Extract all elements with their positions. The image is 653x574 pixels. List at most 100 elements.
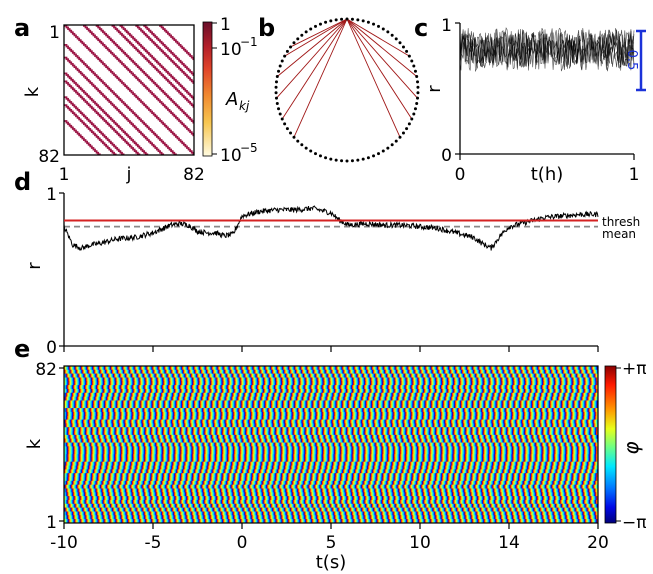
matrix-cell	[75, 36, 77, 38]
matrix-cell	[181, 46, 183, 48]
matrix-cell	[116, 109, 118, 111]
matrix-cell	[129, 122, 131, 124]
matrix-cell	[67, 46, 69, 48]
matrix-cell	[96, 87, 98, 89]
network-node	[292, 41, 295, 44]
matrix-cell	[112, 142, 114, 144]
matrix-cell	[80, 120, 82, 122]
matrix-cell	[162, 76, 164, 78]
matrix-cell	[124, 84, 126, 86]
matrix-cell	[158, 136, 160, 138]
matrix-cell	[132, 125, 134, 127]
matrix-cell	[86, 93, 88, 95]
matrix-cell	[183, 144, 185, 146]
matrix-cell	[74, 112, 76, 114]
matrix-cell	[162, 28, 164, 30]
network-node	[277, 107, 280, 110]
matrix-cell	[148, 77, 150, 79]
matrix-cell	[127, 33, 129, 35]
matrix-cell	[173, 87, 175, 89]
matrix-cell	[158, 85, 160, 87]
matrix-cell	[184, 112, 186, 114]
matrix-cell	[169, 74, 171, 76]
matrix-cell	[164, 125, 166, 127]
matrix-cell	[97, 90, 99, 92]
matrix-cell	[83, 100, 85, 102]
matrix-cell	[129, 88, 131, 90]
matrix-cell	[100, 107, 102, 109]
matrix-cell	[135, 128, 137, 130]
matrix-cell	[153, 145, 155, 147]
matrix-cell	[167, 79, 169, 81]
matrix-cell	[146, 60, 148, 62]
matrix-cell	[169, 57, 171, 59]
matrix-cell	[143, 71, 145, 73]
matrix-cell	[69, 61, 71, 63]
matrix-cell	[112, 54, 114, 56]
matrix-cell	[123, 115, 125, 117]
matrix-cell	[184, 50, 186, 52]
matrix-cell	[158, 71, 160, 73]
matrix-cell	[137, 42, 139, 44]
matrix-cell	[115, 147, 117, 149]
matrix-cell	[150, 30, 152, 32]
matrix-cell	[80, 71, 82, 73]
matrix-cell	[81, 90, 83, 92]
matrix-cell	[96, 152, 98, 154]
matrix-cell	[113, 27, 115, 29]
matrix-cell	[91, 106, 93, 108]
matrix-cell	[97, 58, 99, 60]
matrix-cell	[100, 93, 102, 95]
matrix-cell	[159, 87, 161, 89]
matrix-cell	[167, 49, 169, 51]
matrix-cell	[180, 85, 182, 87]
matrix-cell	[72, 52, 74, 54]
matrix-cell	[112, 71, 114, 73]
matrix-cell	[169, 73, 171, 75]
matrix-cell	[93, 100, 95, 102]
matrix-cell	[131, 71, 133, 73]
matrix-cell	[178, 44, 180, 46]
matrix-cell	[113, 122, 115, 124]
matrix-cell	[162, 68, 164, 70]
matrix-cell	[132, 123, 134, 125]
matrix-cell	[78, 87, 80, 89]
matrix-cell	[142, 133, 144, 135]
network-node	[410, 118, 413, 121]
matrix-cell	[100, 30, 102, 32]
matrix-cell	[156, 115, 158, 117]
matrix-cell	[170, 36, 172, 38]
matrix-cell	[118, 60, 120, 62]
network-edge	[347, 19, 409, 56]
network-edge	[276, 19, 347, 98]
network-ring-diagram	[275, 18, 420, 163]
matrix-cell	[170, 84, 172, 86]
matrix-cell	[105, 136, 107, 138]
matrix-cell	[131, 90, 133, 92]
matrix-cell	[115, 44, 117, 46]
matrix-cell	[80, 39, 82, 41]
matrix-cell	[97, 114, 99, 116]
matrix-cell	[107, 49, 109, 51]
matrix-cell	[142, 120, 144, 122]
matrix-cell	[81, 73, 83, 75]
matrix-cell	[115, 130, 117, 132]
matrix-cell	[131, 73, 133, 75]
matrix-cell	[129, 107, 131, 109]
matrix-cell	[177, 119, 179, 121]
matrix-cell	[142, 122, 144, 124]
matrix-cell	[70, 79, 72, 81]
matrix-cell	[100, 139, 102, 141]
matrix-cell	[161, 74, 163, 76]
matrix-cell	[137, 65, 139, 67]
matrix-cell	[191, 131, 193, 133]
matrix-cell	[145, 50, 147, 52]
matrix-cell	[124, 104, 126, 106]
matrix-cell	[137, 128, 139, 130]
network-node	[405, 50, 408, 53]
matrix-cell	[173, 39, 175, 41]
matrix-cell	[88, 142, 90, 144]
matrix-cell	[86, 119, 88, 121]
matrix-cell	[66, 74, 68, 76]
matrix-cell	[131, 111, 133, 113]
